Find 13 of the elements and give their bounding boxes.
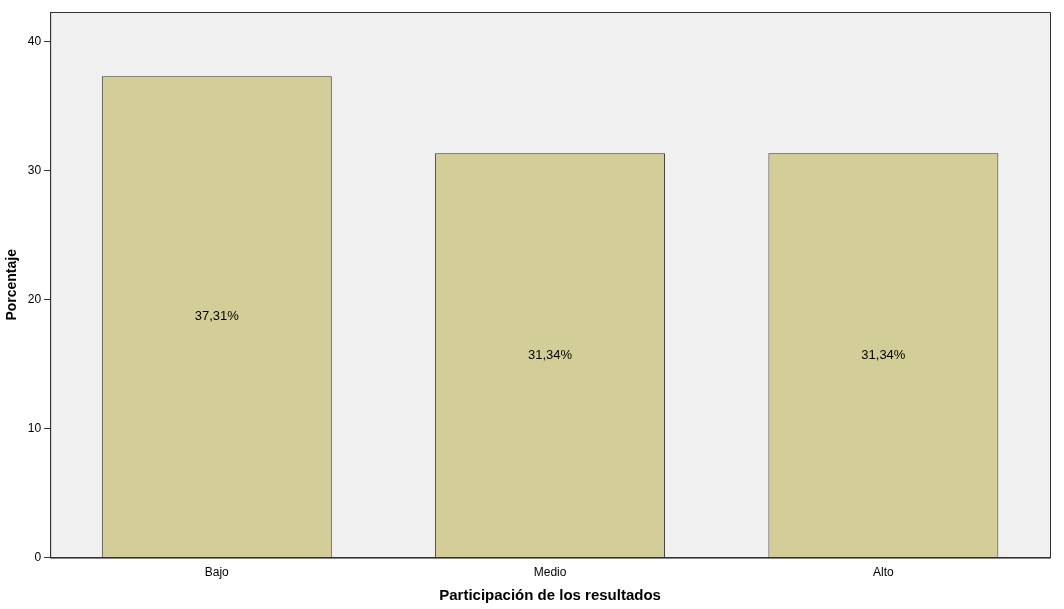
y-tick-label: 0 xyxy=(34,549,42,564)
y-tick-label: 30 xyxy=(27,162,42,177)
x-tick-label: Alto xyxy=(873,565,895,580)
data-label: 31,34% xyxy=(528,346,573,362)
y-tick-label: 40 xyxy=(27,33,42,48)
x-tick-label: Bajo xyxy=(204,565,230,580)
y-tick-label: 20 xyxy=(27,291,42,306)
x-axis-title: Participación de los resultados xyxy=(439,586,661,604)
y-tick-label: 10 xyxy=(27,420,42,435)
x-tick-label: Medio xyxy=(533,565,567,580)
data-label: 31,34% xyxy=(861,346,906,362)
data-label: 37,31% xyxy=(194,308,240,324)
y-axis-title: Porcentaje xyxy=(3,248,20,321)
